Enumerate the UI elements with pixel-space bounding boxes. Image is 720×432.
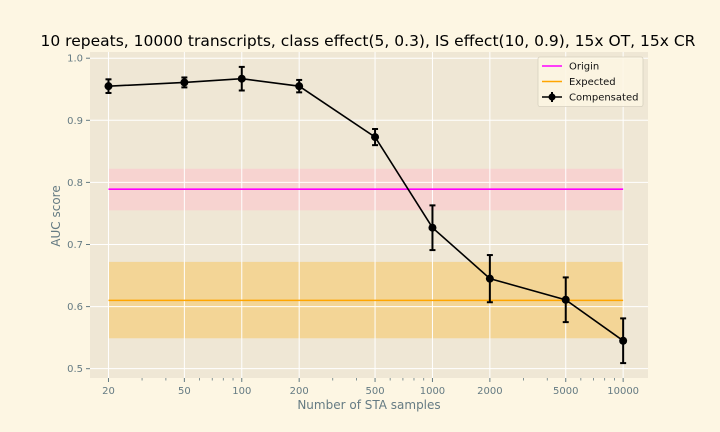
x-tick-label: 50 <box>178 386 191 397</box>
x-tick-label: 500 <box>366 386 385 397</box>
series-layer <box>104 65 628 365</box>
y-axis-label: AUC score <box>49 185 63 246</box>
y-tick-label: 0.5 <box>67 364 83 375</box>
data-point <box>428 223 437 232</box>
data-point <box>371 133 380 142</box>
data-point <box>180 78 189 87</box>
y-tick-label: 0.8 <box>67 178 83 189</box>
y-tick-label: 0.7 <box>67 240 83 251</box>
x-axis-label: Number of STA samples <box>297 398 440 412</box>
data-point <box>237 74 246 83</box>
x-tick-label: 100 <box>232 386 251 397</box>
data-point <box>619 336 628 345</box>
x-tick-label: 2000 <box>477 386 502 397</box>
grid-layer <box>90 52 648 378</box>
x-tick-label: 10000 <box>607 386 639 397</box>
data-point <box>561 295 570 304</box>
y-tick-label: 1.0 <box>67 54 83 65</box>
x-tick-label: 200 <box>290 386 309 397</box>
band-lines-layer <box>108 188 624 302</box>
x-tick-label: 1000 <box>420 386 445 397</box>
ticks-layer: 20 50 100 200 500 1000 2000 5000 10000 0.5 0.6 0.7 0… <box>67 54 639 397</box>
chart-title: 10 repeats, 10000 transcripts, class eff… <box>41 32 696 50</box>
x-tick-label: 5000 <box>553 386 578 397</box>
legend-box <box>537 56 644 107</box>
data-point <box>104 82 113 91</box>
y-tick-label: 0.6 <box>67 302 83 313</box>
legend-label-expected: Expected <box>569 77 616 88</box>
data-point <box>295 82 304 91</box>
x-tick-label: 20 <box>102 386 115 397</box>
legend-label-origin: Origin <box>569 62 599 73</box>
legend-marker-compensated <box>548 93 556 101</box>
legend-label-compensated: Compensated <box>569 93 638 104</box>
y-tick-label: 0.9 <box>67 116 83 127</box>
legend: Origin Expected Compensated <box>537 56 644 107</box>
data-point <box>485 274 494 283</box>
